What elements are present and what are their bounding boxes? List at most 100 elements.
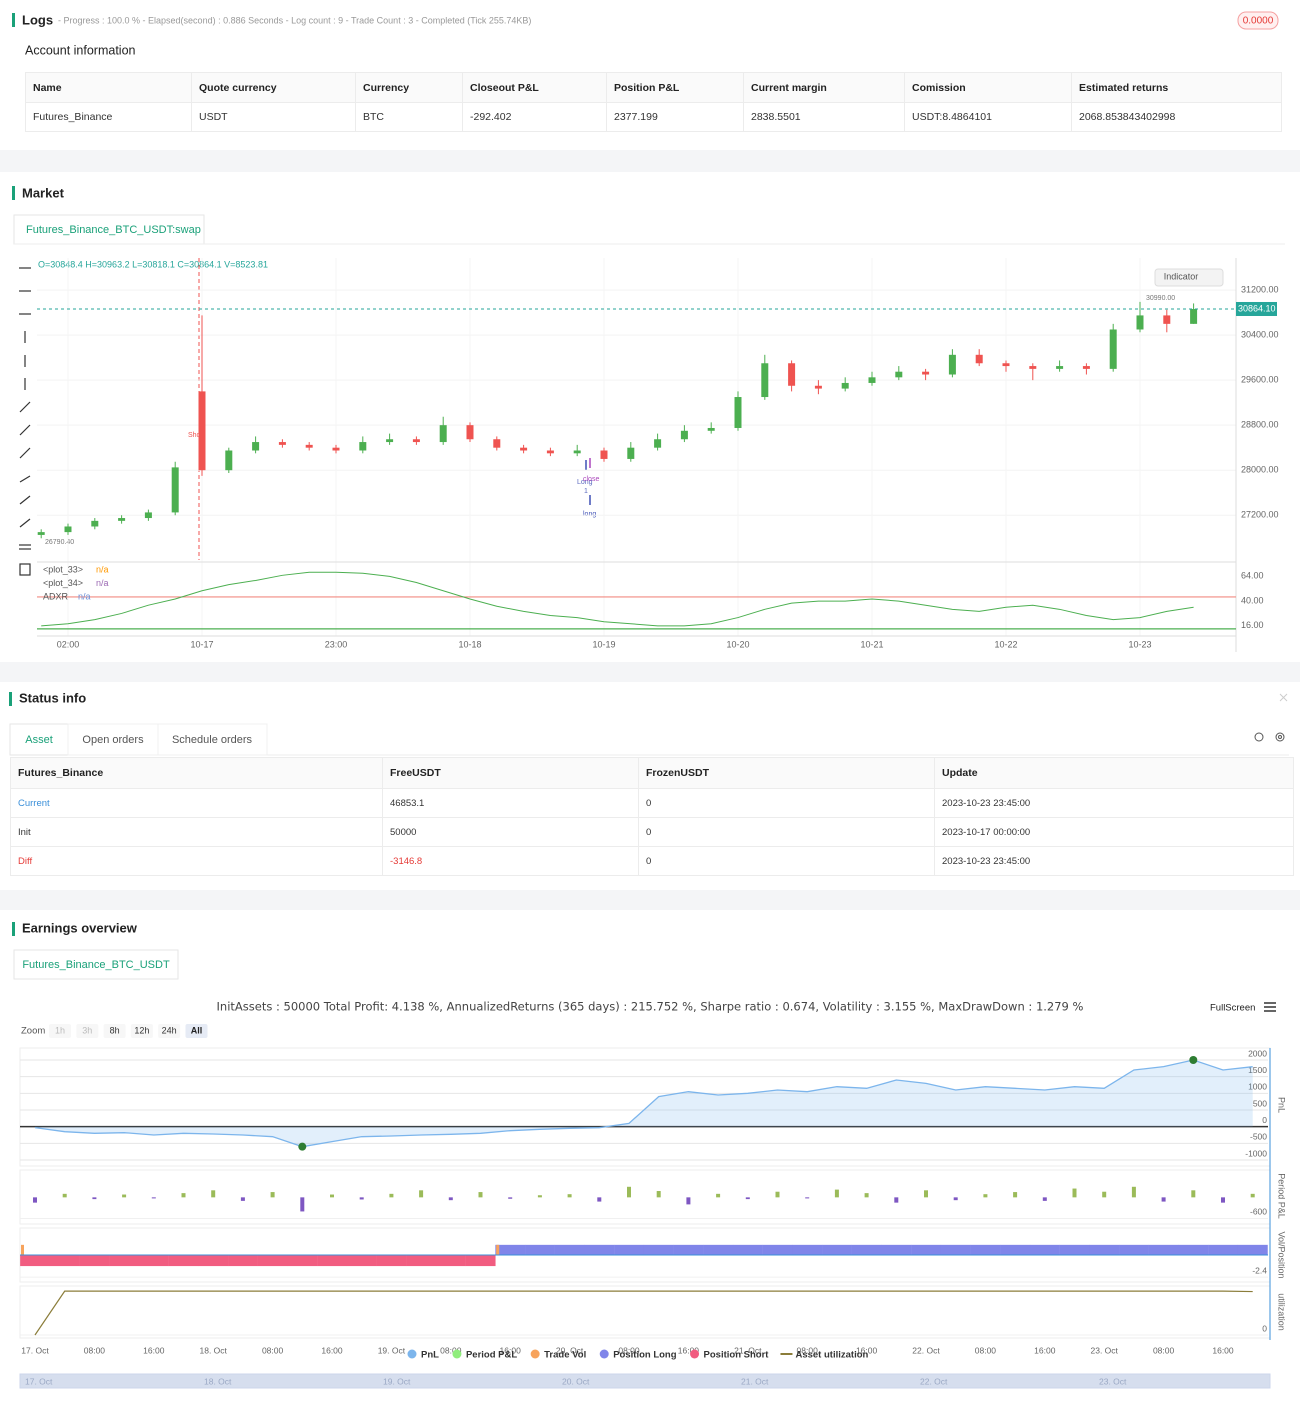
position-bar (851, 1244, 882, 1255)
zoom-button[interactable] (76, 1024, 99, 1038)
zoom-button-label[interactable]: 3h (82, 1025, 92, 1035)
menu-icon[interactable] (1264, 1002, 1276, 1012)
x-tick-label: 10-17 (190, 639, 213, 649)
legend-swatch (530, 1349, 540, 1359)
navigator[interactable] (19, 1373, 1271, 1389)
x-tick-label: 08:00 (975, 1345, 997, 1355)
axis-title: PnL (1277, 1097, 1287, 1113)
candle-body (1082, 366, 1090, 369)
zoom-button[interactable] (158, 1024, 181, 1038)
zoom-button-label[interactable]: 8h (110, 1025, 120, 1035)
x-tick-label: 02:00 (57, 639, 80, 649)
tab[interactable] (13, 214, 205, 245)
y-tick-label: 28000.00 (1241, 465, 1279, 475)
column-header: FrozenUSDT (638, 757, 935, 789)
candle-body (278, 442, 286, 445)
indicator-button[interactable] (1154, 268, 1224, 287)
position-bar (1148, 1244, 1179, 1255)
y-tick-label: -600 (1250, 1207, 1267, 1217)
fullscreen-button[interactable]: FullScreen (1210, 1003, 1255, 1014)
period-bar (656, 1191, 661, 1198)
tab[interactable] (9, 723, 69, 756)
x-tick-label: 08:00 (1153, 1345, 1175, 1355)
zoom-button-label[interactable]: 24h (162, 1025, 177, 1035)
zoom-button-label[interactable]: 1h (55, 1025, 65, 1035)
period-bar (597, 1197, 602, 1202)
legend-label[interactable]: Position Short (704, 1350, 770, 1361)
period-bar (62, 1193, 67, 1198)
period-bar (627, 1186, 631, 1198)
candle-body (1029, 366, 1037, 369)
high-marker: 30990.00 (1146, 295, 1175, 302)
legend-label[interactable]: Asset utilization (795, 1350, 868, 1361)
candle-body (1136, 315, 1144, 330)
y-tick-label: 0 (1262, 1115, 1267, 1125)
table-cell: 50000 (382, 817, 639, 847)
candle-body (707, 427, 715, 431)
candle-body (600, 450, 608, 459)
indicator-button-label[interactable]: Indicator (1164, 271, 1199, 281)
zoom-button[interactable] (185, 1024, 208, 1038)
candle-body (171, 467, 179, 513)
legend-label[interactable]: Period P&L (466, 1350, 517, 1361)
drawing-toolbar[interactable] (19, 267, 31, 576)
column-header: Futures_Binance (10, 757, 383, 789)
table-cell: Init (10, 817, 383, 847)
y-tick-label: 2000 (1248, 1048, 1267, 1058)
tab-label[interactable]: Futures_Binance_BTC_USDT (22, 959, 170, 971)
period-bar (983, 1194, 988, 1198)
summary: InitAssets : 50000 Total Profit: 4.138 %… (217, 1000, 1084, 1014)
status-icons[interactable] (1254, 693, 1288, 742)
period-bar (1221, 1197, 1225, 1203)
candle-body (1056, 366, 1064, 369)
trade-annotation: close (583, 476, 599, 483)
zoom-button[interactable] (103, 1024, 126, 1038)
navigator-label: 21. Oct (741, 1376, 769, 1386)
period-bar (92, 1197, 97, 1200)
tab-label[interactable]: Asset (25, 734, 53, 746)
progress-text: - Progress : 100.0 % - Elapsed(second) :… (58, 15, 531, 25)
period-bar (1013, 1192, 1018, 1198)
legend-label[interactable]: PnL (421, 1350, 439, 1361)
navigator-label: 23. Oct (1099, 1376, 1127, 1386)
x-tick-label: 16:00 (500, 1345, 522, 1355)
tab[interactable] (157, 723, 268, 756)
zoom-button-label[interactable]: 12h (134, 1025, 149, 1035)
table-row: Futures_Binance USDT BTC -292.402 2377.199 28… (25, 102, 1282, 132)
x-tick-label: 23:00 (325, 639, 348, 649)
tab-label[interactable]: Open orders (82, 734, 144, 746)
period-bar (448, 1197, 453, 1201)
period-bar (567, 1194, 572, 1198)
legend-label[interactable]: Trade Vol (544, 1350, 586, 1361)
position-bar (614, 1244, 645, 1255)
legend-status: n/a (96, 564, 109, 574)
y-tick-label: 16.00 (1241, 620, 1264, 630)
candle-body (1190, 308, 1198, 324)
zoom-button-label[interactable]: All (191, 1025, 203, 1035)
position-bar (673, 1244, 704, 1255)
subsection-title: Account information (25, 43, 136, 57)
tab-label[interactable]: Futures_Binance_BTC_USDT:swap (26, 224, 201, 236)
position-bar (465, 1255, 496, 1267)
position-bar (584, 1244, 615, 1255)
position-bar (643, 1244, 674, 1255)
legend-label[interactable]: Position Long (613, 1350, 677, 1361)
zoom-button[interactable] (49, 1024, 71, 1038)
table-cell: 2377.199 (606, 102, 744, 132)
y-tick-label: 1500 (1248, 1065, 1267, 1075)
candle-body (198, 391, 206, 471)
candle-body (1109, 329, 1117, 369)
table-cell: 2023-10-23 23:45:00 (934, 788, 1294, 818)
tab[interactable] (13, 949, 179, 980)
x-tick-label: 16:00 (856, 1345, 878, 1355)
candle-body (922, 371, 930, 375)
x-tick-label: 22. Oct (912, 1345, 940, 1355)
low-marker: 26790.40 (45, 539, 74, 546)
section-title: Status info (19, 690, 86, 705)
tab-label[interactable]: Schedule orders (172, 734, 253, 746)
candle-body (1163, 315, 1171, 324)
zoom-button[interactable] (130, 1024, 153, 1038)
position-bar (911, 1244, 942, 1255)
period-bar (389, 1193, 394, 1198)
